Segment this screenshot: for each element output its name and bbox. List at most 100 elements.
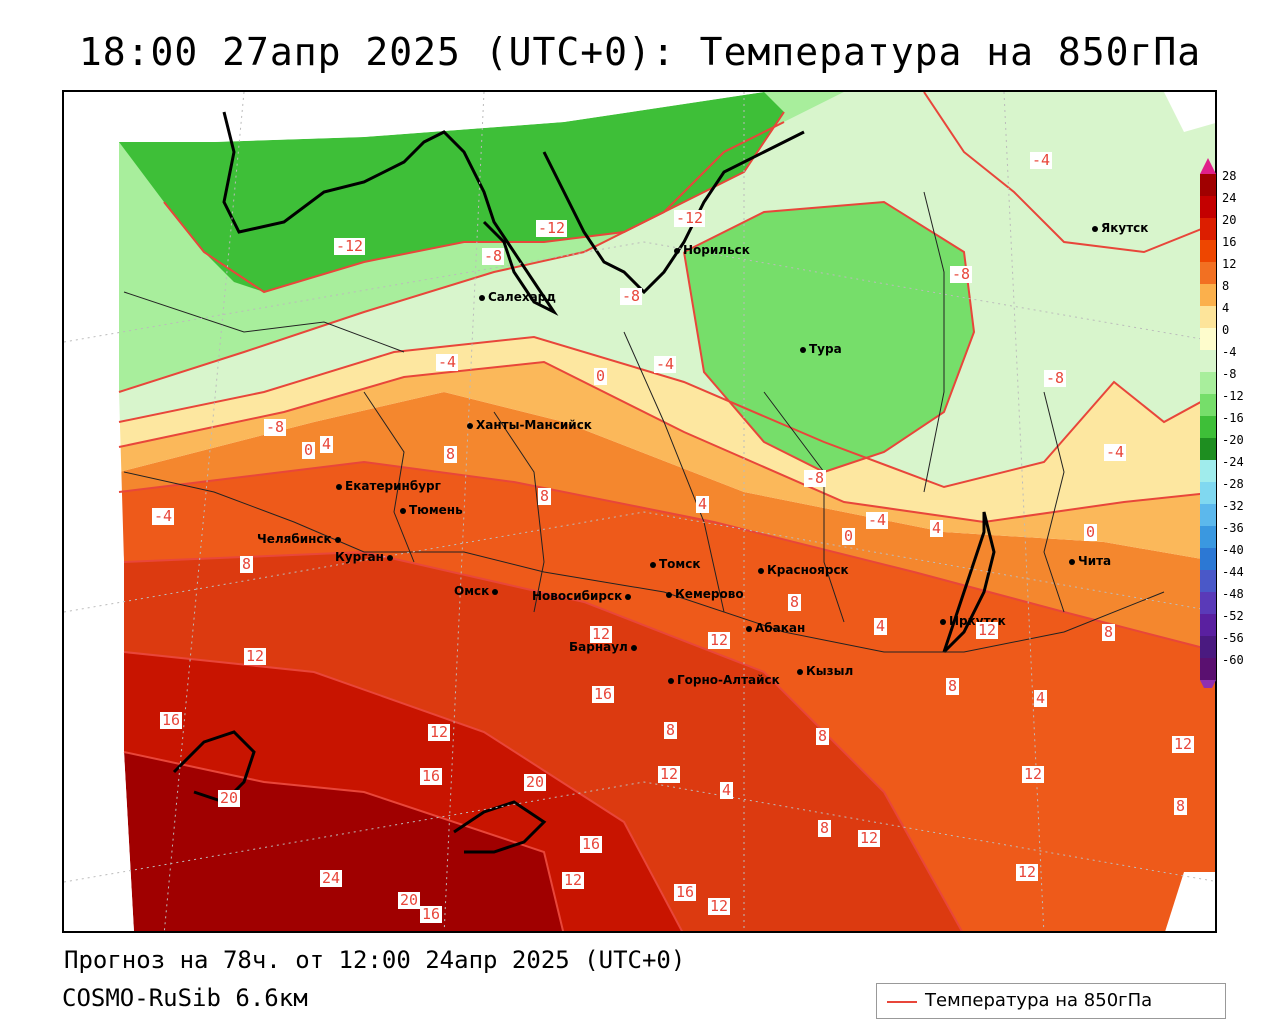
- isotherm-label: 12: [1172, 735, 1195, 753]
- scale-label: -8: [1222, 367, 1237, 381]
- scale-label: 24: [1222, 191, 1237, 205]
- isotherm-label: 4: [1034, 689, 1048, 707]
- scale-swatch: [1200, 416, 1216, 438]
- isotherm-label: -12: [536, 219, 568, 237]
- isotherm-label: 12: [244, 647, 267, 665]
- scale-swatch: [1200, 482, 1216, 504]
- temperature-map[interactable]: Якутск Норильск Салехард Тура Ханты-Манс…: [62, 90, 1217, 933]
- legend-line-swatch: [887, 1001, 917, 1003]
- city-dot-icon: [400, 507, 406, 514]
- isotherm-label: 12: [708, 897, 731, 915]
- city-dot-icon: [336, 483, 342, 490]
- isotherm-label: 16: [420, 767, 443, 785]
- city-label: Красноярск: [767, 563, 849, 577]
- city-yakutsk: Якутск: [1092, 221, 1148, 235]
- isotherm-label: 16: [674, 883, 697, 901]
- city-khanty-mansiysk: Ханты-Мансийск: [467, 418, 592, 432]
- color-scale-labels: 28 24 20 16 12 8 4 0 -4 -8 -12 -16 -20 -24 -28 -32 -36 -4…: [1222, 170, 1272, 680]
- scale-label: -32: [1222, 499, 1244, 513]
- isotherm-label: 12: [708, 631, 731, 649]
- scale-swatch: [1200, 394, 1216, 416]
- city-label: Екатеринбург: [345, 479, 441, 493]
- city-norilsk: Норильск: [674, 243, 750, 257]
- city-label: Норильск: [683, 243, 750, 257]
- city-yekaterinburg: Екатеринбург: [336, 479, 441, 493]
- isotherm-label: 0: [842, 527, 856, 545]
- isotherm-label: 16: [592, 685, 615, 703]
- isotherm-label: -8: [620, 287, 643, 305]
- scale-label: 4: [1222, 301, 1230, 315]
- temp-band-20: [124, 652, 682, 931]
- temp-band-8: [119, 392, 1215, 651]
- isotherm-label: 8: [818, 819, 832, 837]
- isotherm-label: 12: [1022, 765, 1045, 783]
- city-omsk: Омск: [454, 584, 501, 598]
- city-kemerovo: Кемерово: [666, 587, 744, 601]
- scale-label: -20: [1222, 433, 1244, 447]
- isotherm-label: -8: [264, 418, 287, 436]
- temp-band-16: [124, 552, 962, 931]
- city-label: Якутск: [1101, 221, 1149, 235]
- city-gorno-altaysk: Горно-Алтайск: [668, 673, 780, 687]
- forecast-info: Прогноз на 78ч. от 12:00 24апр 2025 (UTC…: [64, 946, 686, 974]
- scale-label: -44: [1222, 565, 1244, 579]
- city-novosibirsk: Новосибирск: [532, 589, 634, 603]
- city-dot-icon: [797, 668, 803, 675]
- city-abakan: Абакан: [746, 621, 805, 635]
- isotherm-label: 4: [696, 495, 710, 513]
- isotherm-label: 0: [1084, 523, 1098, 541]
- city-kurgan: Курган: [335, 550, 396, 564]
- city-label: Абакан: [755, 621, 806, 635]
- city-dot-icon: [668, 677, 674, 684]
- legend-label: Температура на 850гПа: [925, 990, 1153, 1011]
- city-label: Чита: [1078, 554, 1112, 568]
- scale-label: -40: [1222, 543, 1244, 557]
- graticule: [64, 92, 1215, 931]
- isotherm-label: 12: [858, 829, 881, 847]
- outside-domain-bottom-right: [1165, 872, 1215, 931]
- isotherm-label: 0: [302, 441, 316, 459]
- scale-top-arrow: [1200, 158, 1216, 174]
- city-dot-icon: [630, 644, 637, 651]
- isotherm-label: 20: [218, 789, 241, 807]
- city-dot-icon: [940, 618, 946, 625]
- scale-swatch: [1200, 636, 1216, 658]
- city-label: Кызыл: [806, 664, 854, 678]
- city-label: Барнаул: [569, 640, 628, 654]
- scale-swatch: [1200, 174, 1216, 196]
- isotherm-label: 8: [240, 555, 254, 573]
- scale-label: 28: [1222, 169, 1237, 183]
- city-dot-icon: [467, 422, 473, 429]
- scale-swatch: [1200, 570, 1216, 592]
- isotherm-label: 12: [976, 621, 999, 639]
- isotherm-label: 4: [320, 435, 334, 453]
- scale-label: 0: [1222, 323, 1230, 337]
- isotherm-label: 8: [788, 593, 802, 611]
- outside-domain-left: [64, 92, 134, 931]
- scale-swatch: [1200, 196, 1216, 218]
- scale-swatch: [1200, 372, 1216, 394]
- isotherm-label: -4: [1104, 443, 1127, 461]
- scale-swatch: [1200, 328, 1216, 350]
- city-dot-icon: [334, 536, 341, 543]
- city-dot-icon: [758, 567, 764, 574]
- isotherm-label: -8: [482, 247, 505, 265]
- scale-swatch: [1200, 548, 1216, 570]
- isotherm-label: 8: [1174, 797, 1188, 815]
- temp-band-minus4-northeast: [924, 92, 1215, 252]
- isotherm-label: 12: [1016, 863, 1039, 881]
- map-title: 18:00 27апр 2025 (UTC+0): Температура на…: [78, 30, 1202, 74]
- scale-label: -28: [1222, 477, 1244, 491]
- scale-label: -12: [1222, 389, 1244, 403]
- map-svg: [64, 92, 1215, 931]
- city-label: Омск: [454, 584, 490, 598]
- city-kyzyl: Кызыл: [797, 664, 853, 678]
- city-label: Курган: [335, 550, 384, 564]
- scale-swatch: [1200, 592, 1216, 614]
- isotherm-label: 16: [580, 835, 603, 853]
- city-label: Томск: [659, 557, 701, 571]
- city-dot-icon: [650, 561, 656, 568]
- city-tomsk: Томск: [650, 557, 701, 571]
- city-dot-icon: [800, 346, 806, 353]
- city-label: Салехард: [488, 290, 556, 304]
